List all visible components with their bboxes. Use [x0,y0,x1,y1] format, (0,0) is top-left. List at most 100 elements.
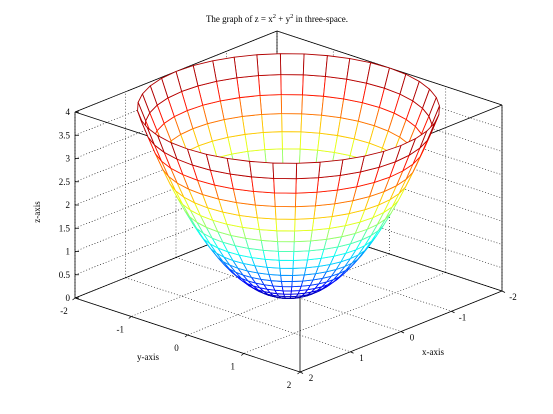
y-tick-label: -1 [117,325,125,335]
z-tick-label: 0 [66,293,71,303]
grid-line [243,272,446,354]
x-tick-label: -2 [509,292,517,302]
z-tick-label: 3.5 [59,130,71,140]
mesh-cell [275,218,296,232]
mesh-cell [295,161,321,180]
mesh-cell [244,132,266,152]
mesh-cell [239,95,263,117]
mesh-cell [294,218,315,232]
y-tick-label: 0 [174,343,179,353]
mesh-cell [262,131,283,151]
mesh-cell [325,55,351,80]
x-axis-label: x-axis [422,347,444,357]
mesh-cell [241,113,264,135]
grid-line [74,193,278,276]
mesh-cell [277,241,295,252]
y-tick-label: 2 [287,380,292,390]
z-axis-label: z-axis [32,201,42,223]
mesh-cell [264,258,281,269]
mesh-cell [279,267,294,276]
mesh-cell [281,131,302,150]
mesh-cell [236,75,261,99]
mesh-cell [253,190,276,207]
mesh-cell [279,53,305,76]
mesh-cell [280,74,304,96]
title-part: 2 [273,13,276,20]
mesh-cell [321,95,345,119]
mesh-cell [293,240,312,252]
mesh-cell [300,113,323,134]
z-tick-label: 1 [66,247,71,257]
x-tick [451,310,455,314]
mesh-cell [299,131,321,151]
mesh-cell [259,94,283,115]
z-tick-label: 2 [66,200,71,210]
y-tick [297,371,301,375]
mesh-cell [323,75,348,100]
mesh-cell [226,158,252,178]
mesh-cell [273,177,297,194]
mesh-cell [274,206,296,220]
grid-line [175,257,402,332]
chart-title: The graph of z = x2 + y2 in three-space. [206,13,348,24]
x-tick-label: 1 [359,353,364,363]
mesh-cell [295,177,320,194]
title-part: + y [276,14,291,24]
y-axis-label: y-axis [137,352,159,362]
mesh-cell [302,74,326,97]
mesh-cell [257,74,282,96]
x-tick [350,351,354,354]
x-tick-label: 2 [309,373,314,383]
mesh-cell [281,280,293,288]
title-part: The graph of z = x [206,14,273,24]
y-tick-label: 1 [231,362,236,372]
mesh-cell [258,229,279,242]
title-part: 2 [290,13,293,20]
mesh-cell [293,229,313,243]
x-tick-label: 0 [410,333,415,343]
mesh [137,53,440,299]
mesh-cell [292,250,310,261]
z-tick-label: 3 [66,154,71,164]
mesh-cell [280,274,294,282]
mesh-cell [281,286,293,292]
mesh-cell [292,267,307,276]
grid-line [125,277,351,353]
x-tick [400,331,405,334]
mesh-cell [292,259,308,269]
mesh-cell [281,113,303,133]
mesh-cell [260,239,279,252]
mesh-cell [294,205,316,220]
z-tick-label: 1.5 [59,223,71,233]
mesh-cell [272,162,298,180]
mesh-cell [256,53,282,77]
grid-line [74,170,278,252]
mesh-cell [302,53,328,77]
x-tick-label: -1 [459,312,467,322]
mesh-cell [318,159,344,179]
mesh-cell [249,160,275,179]
mesh-cell [280,94,303,115]
mesh-cell [274,192,297,208]
x-tick [299,371,304,374]
mesh-cell [261,113,283,133]
mesh-cell [278,259,294,269]
y-tick-label: -2 [60,306,68,316]
z-tick-label: 2.5 [59,177,71,187]
mesh-cell [294,191,318,208]
mesh-cell [256,217,278,232]
mesh-cell [319,114,342,136]
z-tick-label: 4 [66,107,71,117]
mesh-cell [212,56,238,82]
y-tick [241,353,244,356]
mesh-cell [251,176,275,194]
mesh-cell [262,249,280,261]
mesh-cell [276,230,296,243]
mesh-cell [291,274,305,282]
mesh-cell [301,94,324,116]
mesh-cell [277,250,295,261]
y-tick [184,334,188,338]
mesh-cell [233,54,259,79]
x-tick [501,290,506,293]
